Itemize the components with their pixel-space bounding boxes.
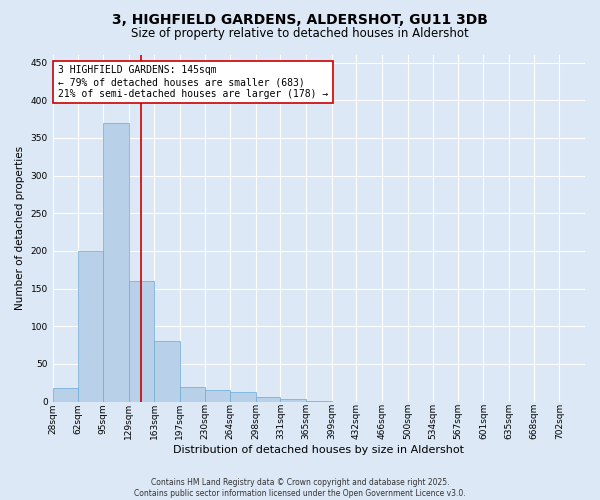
Bar [78,251,103,402]
Bar [280,398,306,402]
Bar [256,397,280,402]
Text: 3, HIGHFIELD GARDENS, ALDERSHOT, GU11 3DB: 3, HIGHFIELD GARDENS, ALDERSHOT, GU11 3D… [112,12,488,26]
X-axis label: Distribution of detached houses by size in Aldershot: Distribution of detached houses by size … [173,445,464,455]
Bar [128,281,154,402]
Bar [180,386,205,402]
Bar [205,390,230,402]
Bar [53,388,78,402]
Bar [154,342,180,402]
Y-axis label: Number of detached properties: Number of detached properties [15,146,25,310]
Bar [306,401,332,402]
Text: 3 HIGHFIELD GARDENS: 145sqm
← 79% of detached houses are smaller (683)
21% of se: 3 HIGHFIELD GARDENS: 145sqm ← 79% of det… [58,66,328,98]
Text: Contains HM Land Registry data © Crown copyright and database right 2025.
Contai: Contains HM Land Registry data © Crown c… [134,478,466,498]
Bar [103,123,128,402]
Text: Size of property relative to detached houses in Aldershot: Size of property relative to detached ho… [131,28,469,40]
Bar [230,392,256,402]
